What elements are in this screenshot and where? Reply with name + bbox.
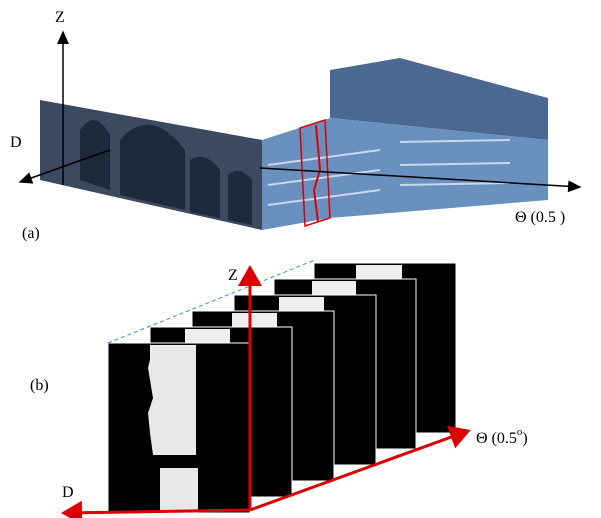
theta-label: Θ (0.5 ) xyxy=(515,209,565,226)
theta-close: ) xyxy=(522,430,527,447)
theta-text: Θ (0.5 xyxy=(476,430,517,447)
panel-label: (a) xyxy=(22,225,40,242)
panel-b: Z D Θ (0.5o) (b) xyxy=(30,260,528,513)
front-band xyxy=(160,468,198,513)
d-label: D xyxy=(62,484,74,501)
panel-a: Z D Θ (0.5 ) (a) xyxy=(10,9,580,242)
slice-band xyxy=(312,281,356,295)
panel-label: (b) xyxy=(30,377,49,394)
slice-band xyxy=(185,329,230,343)
slice-band xyxy=(279,297,324,311)
theta-label: Θ (0.5o) xyxy=(476,426,528,447)
front-band xyxy=(148,347,196,455)
d-label: D xyxy=(10,134,22,151)
figure: Z D Θ (0.5 ) (a) Z D Θ (0.5o) (b) xyxy=(0,0,601,518)
slices xyxy=(108,263,456,513)
z-label: Z xyxy=(55,9,65,26)
z-label: Z xyxy=(228,267,238,284)
slice-band xyxy=(232,313,277,327)
slice-band xyxy=(356,265,402,279)
